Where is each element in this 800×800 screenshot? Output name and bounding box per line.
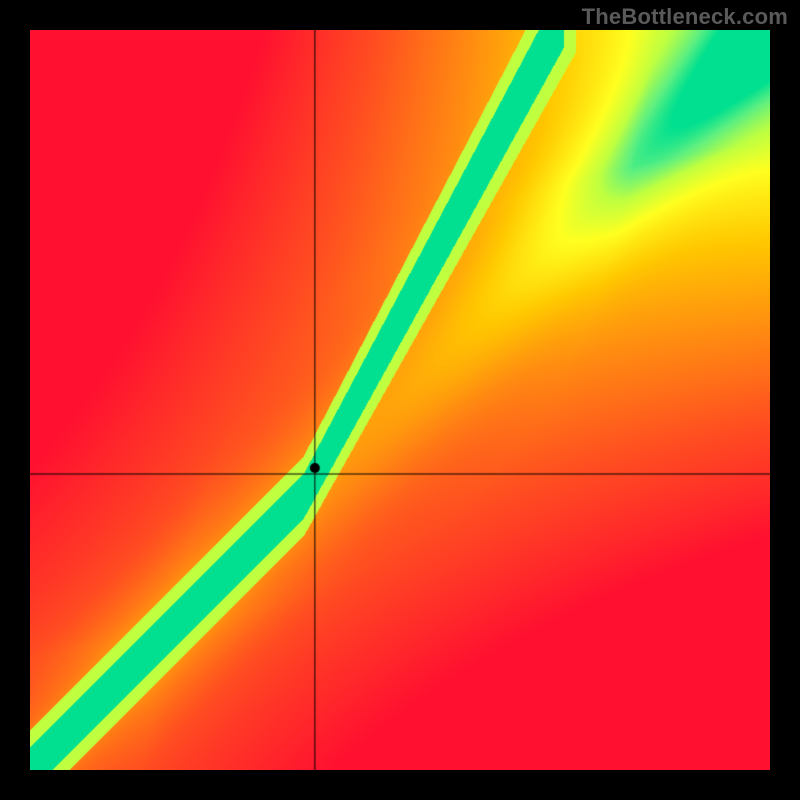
chart-container: TheBottleneck.com bbox=[0, 0, 800, 800]
watermark-text: TheBottleneck.com bbox=[582, 4, 788, 30]
bottleneck-heatmap-canvas bbox=[30, 30, 770, 770]
